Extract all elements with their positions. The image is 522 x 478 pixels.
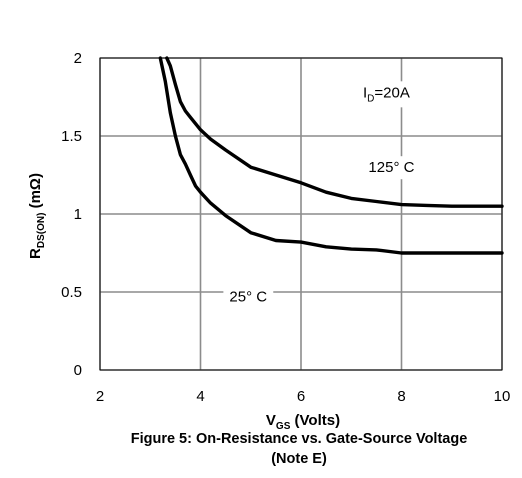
- id-note-bg: [356, 81, 416, 108]
- y-tick-label: 1: [74, 206, 82, 223]
- plot-frame: [99, 57, 503, 371]
- x-tick-label: 8: [397, 388, 405, 405]
- chart-svg: 2 4 6 8 10 0 0.5 1 1.5 2 ID=20A 125° C 25° C VGS (…: [27, 50, 511, 430]
- y-axis-label-sub: DS(ON): [36, 213, 47, 249]
- id-note-rest: =20A: [374, 84, 409, 101]
- y-axis-label: RDS(ON) (mΩ): [27, 173, 47, 259]
- x-axis-label-sub: GS: [276, 421, 291, 430]
- annotation-backgrounds: [223, 81, 421, 309]
- y-axis-label-main: R: [27, 248, 44, 259]
- y-axis-label-rest: (mΩ): [27, 173, 44, 213]
- x-tick-label: 10: [494, 388, 511, 405]
- x-axis-label-main: V: [266, 412, 276, 429]
- id-note-main: I: [363, 84, 367, 101]
- y-tick-label: 0: [74, 362, 82, 379]
- label-25c: 25° C: [229, 289, 267, 306]
- label-25c-bg: [223, 285, 274, 309]
- x-tick-label: 4: [196, 388, 204, 405]
- label-125c-bg: [362, 156, 421, 180]
- x-tick-label: 6: [297, 388, 305, 405]
- series-line-25c: [158, 56, 504, 255]
- x-tick-label: 2: [96, 388, 104, 405]
- x-tick-labels: 2 4 6 8 10: [96, 388, 511, 405]
- series-layer: [158, 56, 504, 255]
- x-axis-label-rest: (Volts): [290, 412, 340, 429]
- y-tick-label: 2: [74, 50, 82, 67]
- y-tick-label: 1.5: [61, 128, 82, 145]
- x-axis-label: VGS (Volts): [266, 412, 340, 430]
- id-note: ID=20A: [363, 84, 410, 104]
- id-note-sub: D: [367, 93, 374, 104]
- y-tick-label: 0.5: [61, 284, 82, 301]
- caption-line-1: Figure 5: On-Resistance vs. Gate-Source …: [130, 431, 468, 447]
- caption-line-2: (Note E): [271, 451, 327, 467]
- y-tick-labels: 0 0.5 1 1.5 2: [61, 50, 82, 379]
- label-125c: 125° C: [368, 159, 414, 176]
- annotations: ID=20A 125° C 25° C: [229, 84, 414, 305]
- series-line-125c: [165, 56, 504, 208]
